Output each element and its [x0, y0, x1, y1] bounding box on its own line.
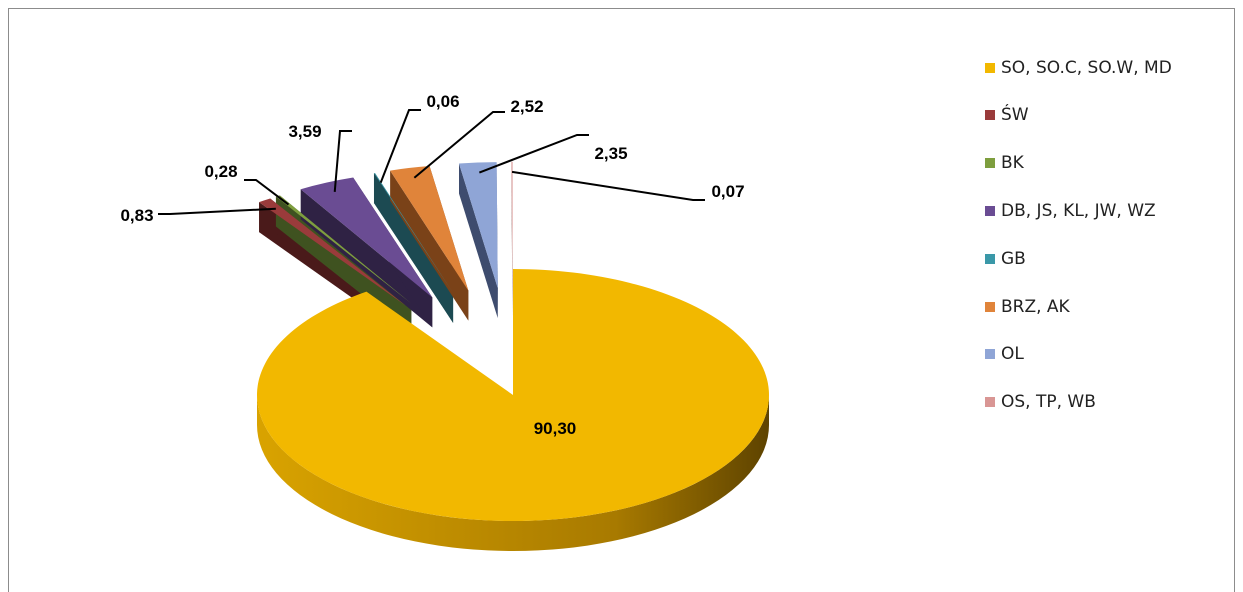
legend-swatch [985, 397, 995, 407]
legend-swatch [985, 349, 995, 359]
leader-line [511, 170, 705, 201]
leader-line [413, 111, 505, 179]
legend-label: GB [1001, 249, 1026, 269]
pie-slice [259, 198, 406, 306]
legend-swatch [985, 158, 995, 168]
legend-swatch [985, 254, 995, 264]
pie-slice [275, 195, 412, 304]
data-label: 2,35 [594, 144, 627, 163]
pie-slice [300, 177, 433, 298]
legend-item-brz: BRZ, AK [985, 295, 1070, 319]
leader-line [333, 130, 352, 192]
leader-line [244, 179, 290, 206]
pie-slice [256, 269, 769, 521]
legend-item-bk: BK [985, 151, 1024, 175]
pie-slice [511, 161, 513, 288]
legend-item-sw: ŚW [985, 103, 1029, 127]
pie-slice-side [511, 161, 513, 318]
legend-label: SO, SO.C, SO.W, MD [1001, 58, 1172, 78]
legend-item-db: DB, JS, KL, JW, WZ [985, 199, 1156, 223]
legend-item-ol: OL [985, 342, 1024, 366]
data-label: 0,07 [711, 182, 744, 201]
legend-item-gb: GB [985, 247, 1026, 271]
legend-label: ŚW [1001, 105, 1029, 125]
legend-label: OL [1001, 344, 1024, 364]
data-label: 90,30 [534, 419, 577, 438]
legend-label: BK [1001, 153, 1024, 173]
legend-swatch [985, 302, 995, 312]
legend-item-os: OS, TP, WB [985, 390, 1096, 414]
leader-line [379, 109, 421, 183]
pie-slice [390, 166, 469, 291]
legend-label: DB, JS, KL, JW, WZ [1001, 201, 1156, 221]
legend-label: BRZ, AK [1001, 297, 1070, 317]
data-label: 0,83 [120, 206, 153, 225]
pie-slice [458, 162, 498, 289]
data-label: 2,52 [510, 97, 543, 116]
pie-slice [373, 172, 454, 293]
data-label: 0,28 [204, 162, 237, 181]
legend-item-so: SO, SO.C, SO.W, MD [985, 56, 1172, 80]
data-label: 3,59 [288, 122, 321, 141]
legend-label: OS, TP, WB [1001, 392, 1096, 412]
pie-slice-side [373, 172, 454, 323]
legend-swatch [985, 206, 995, 216]
data-label: 0,06 [426, 92, 459, 111]
leader-line [158, 207, 276, 215]
legend-swatch [985, 110, 995, 120]
legend-swatch [985, 63, 995, 73]
leader-line [478, 134, 589, 174]
pie-slice-side [257, 395, 769, 551]
